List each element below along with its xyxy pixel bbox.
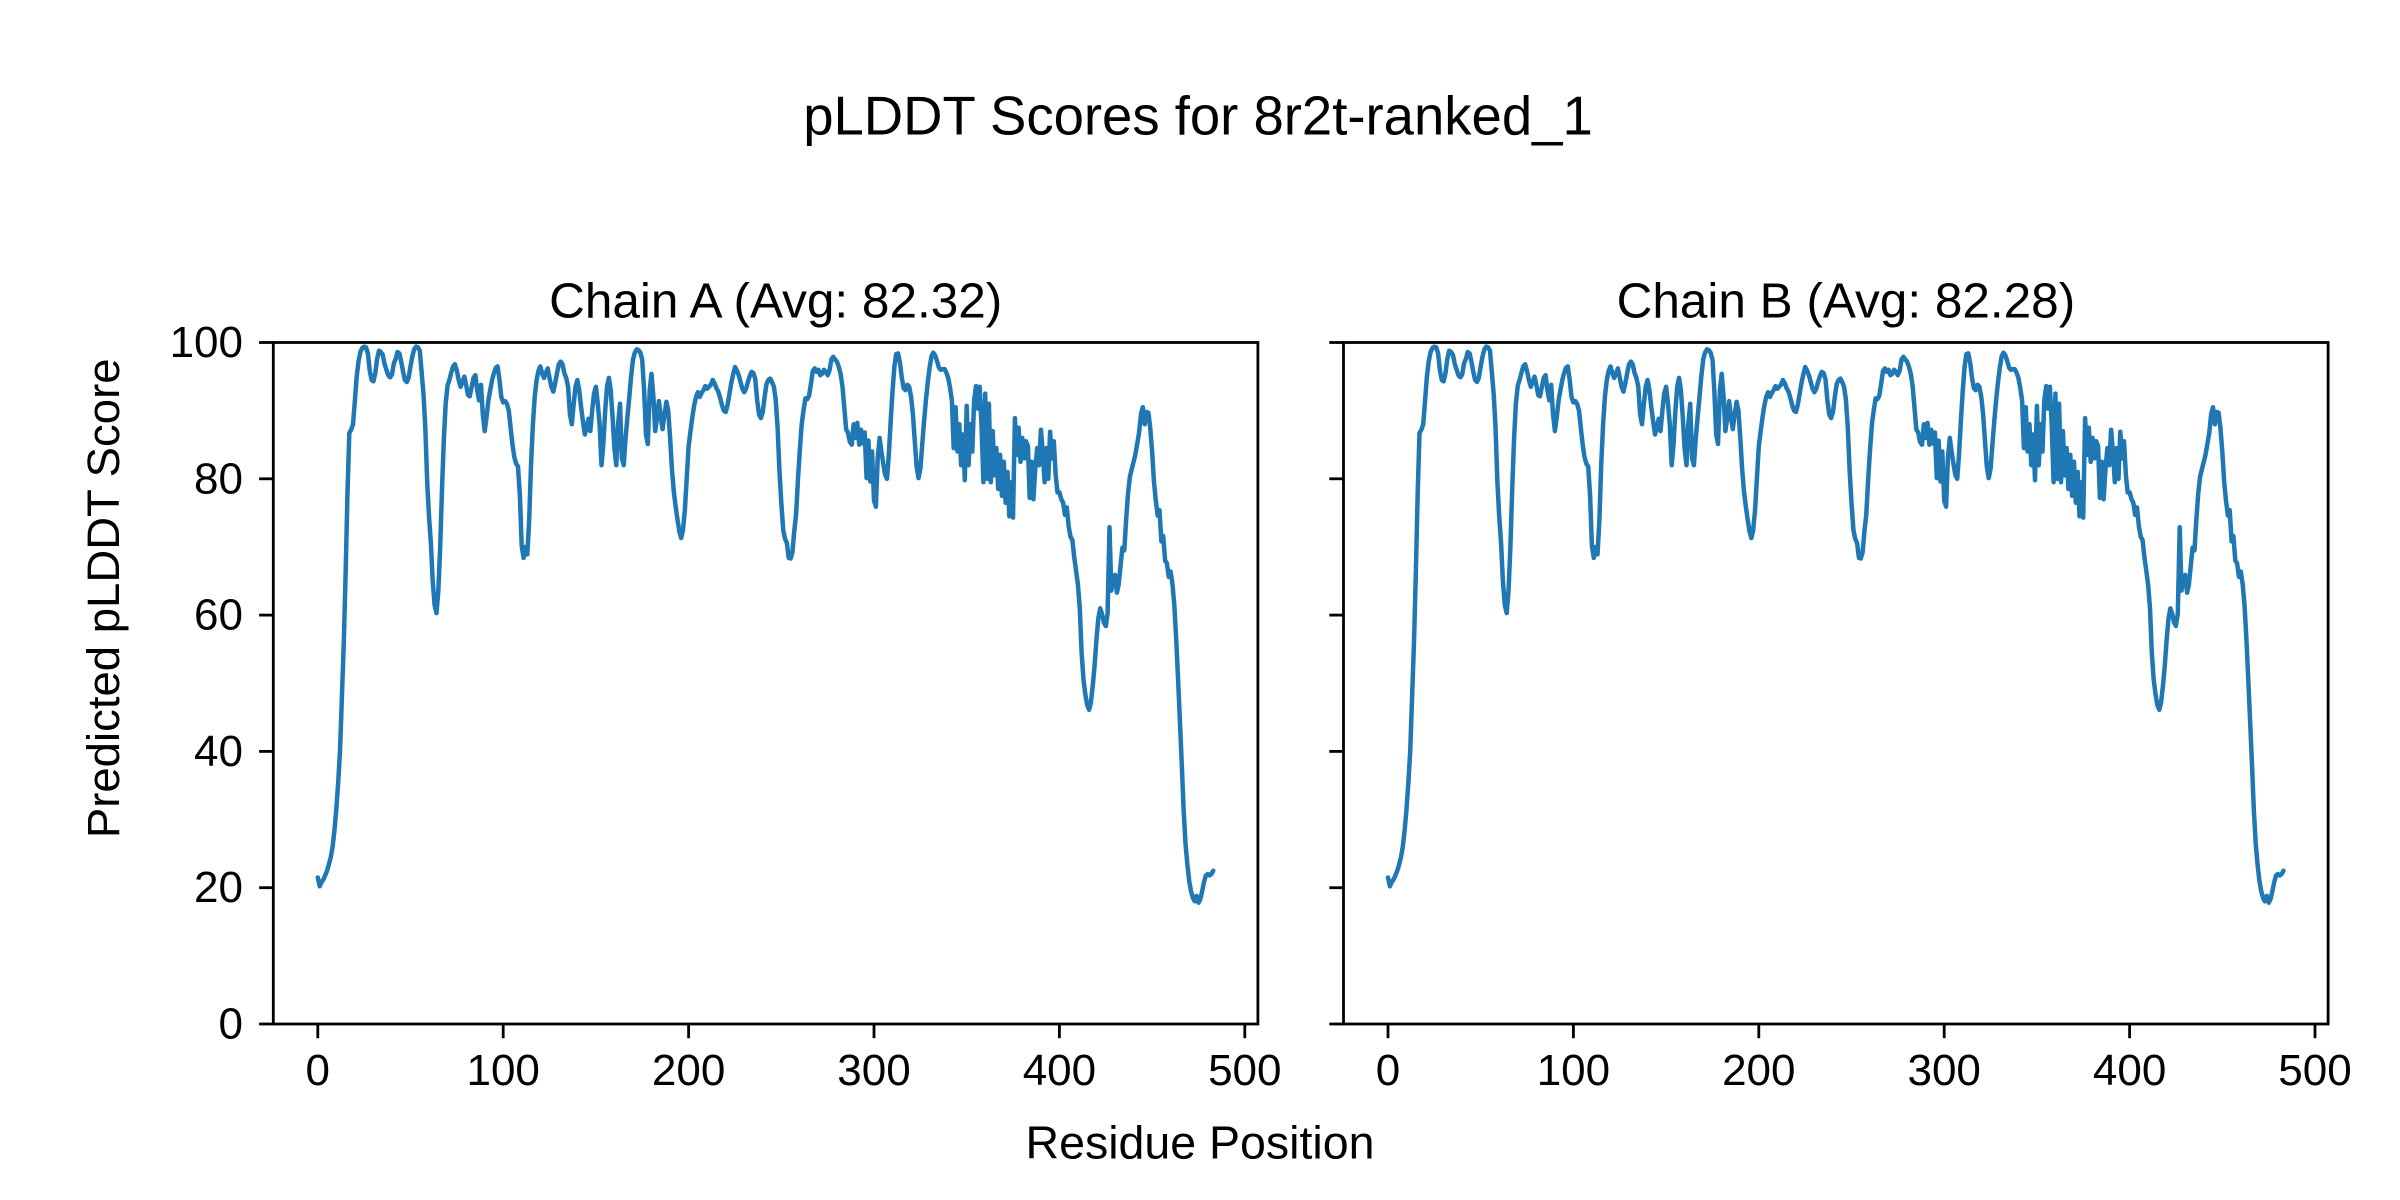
svg-text:300: 300 <box>837 1046 910 1095</box>
svg-text:400: 400 <box>1023 1046 1096 1095</box>
svg-text:Predicted pLDDT Score: Predicted pLDDT Score <box>78 358 129 838</box>
svg-text:400: 400 <box>2093 1046 2166 1095</box>
svg-text:100: 100 <box>466 1046 539 1095</box>
svg-text:0: 0 <box>306 1046 330 1095</box>
svg-text:100: 100 <box>170 318 243 367</box>
svg-text:20: 20 <box>194 863 243 912</box>
svg-text:200: 200 <box>652 1046 725 1095</box>
svg-text:80: 80 <box>194 454 243 503</box>
svg-text:60: 60 <box>194 591 243 640</box>
svg-text:Chain B (Avg: 82.28): Chain B (Avg: 82.28) <box>1617 274 2076 329</box>
svg-text:0: 0 <box>219 1000 243 1049</box>
svg-text:40: 40 <box>194 727 243 776</box>
svg-text:500: 500 <box>2278 1046 2351 1095</box>
svg-text:500: 500 <box>1208 1046 1281 1095</box>
svg-text:Residue Position: Residue Position <box>1026 1116 1375 1168</box>
svg-text:pLDDT Scores for 8r2t-ranked_1: pLDDT Scores for 8r2t-ranked_1 <box>803 86 1593 147</box>
svg-text:300: 300 <box>1907 1046 1980 1095</box>
svg-text:Chain A (Avg: 82.32): Chain A (Avg: 82.32) <box>549 274 1002 329</box>
svg-text:0: 0 <box>1376 1046 1400 1095</box>
svg-text:200: 200 <box>1722 1046 1795 1095</box>
svg-text:100: 100 <box>1537 1046 1610 1095</box>
